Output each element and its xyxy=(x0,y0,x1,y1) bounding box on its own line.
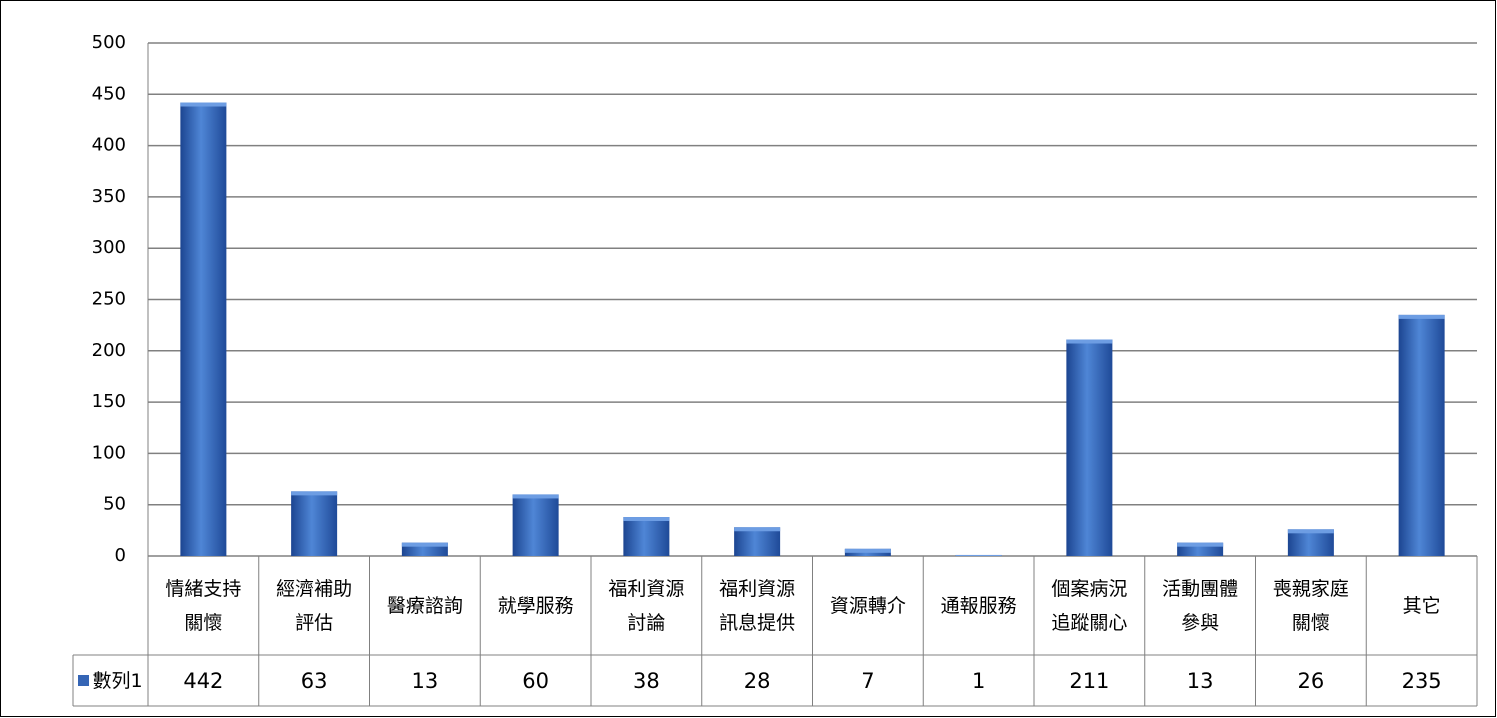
bar xyxy=(1287,529,1334,556)
data-table-value: 38 xyxy=(633,668,660,693)
y-tick-label: 450 xyxy=(92,83,126,104)
bar-cap xyxy=(180,102,227,107)
data-table-value: 28 xyxy=(743,668,771,693)
bar-cap xyxy=(734,527,781,532)
bar-cap xyxy=(401,542,448,547)
x-tick-label: 醫療諮詢 xyxy=(386,594,463,617)
x-tick-label: 福利資源 訊息提供 xyxy=(719,577,796,634)
legend-entry: 數列1 xyxy=(73,655,148,706)
bar xyxy=(734,527,781,556)
legend-marker xyxy=(78,675,90,686)
y-tick-label: 100 xyxy=(92,442,126,463)
bar-cap xyxy=(1177,542,1224,547)
x-tick-label: 通報服務 xyxy=(940,594,1017,617)
y-tick-label: 50 xyxy=(103,494,126,515)
bar-cap xyxy=(1287,529,1334,534)
data-table-value: 13 xyxy=(1186,668,1214,693)
data-table-value: 235 xyxy=(1401,668,1442,693)
bar xyxy=(623,517,670,556)
data-table-value: 7 xyxy=(861,668,875,693)
y-tick-label: 0 xyxy=(115,545,126,566)
data-table-value: 63 xyxy=(300,668,328,693)
bar xyxy=(1398,314,1445,556)
bar xyxy=(180,102,227,557)
data-table-value: 26 xyxy=(1297,668,1325,693)
data-table-value: 211 xyxy=(1069,668,1110,693)
x-tick-label: 情緒支持 關懷 xyxy=(165,577,242,634)
bar-cap xyxy=(1066,339,1113,344)
y-tick-label: 300 xyxy=(92,237,126,258)
data-table-value: 442 xyxy=(183,668,224,693)
bar-cap xyxy=(955,554,1002,556)
y-tick-label: 400 xyxy=(92,135,126,156)
bar xyxy=(512,494,559,556)
x-tick-label: 就學服務 xyxy=(497,594,574,617)
y-tick-label: 500 xyxy=(92,32,126,53)
bar-cap xyxy=(291,491,338,496)
y-tick-label: 150 xyxy=(92,391,126,412)
legend-label: 數列1 xyxy=(92,669,143,692)
data-table-value: 1 xyxy=(971,668,986,693)
data-table-value: 13 xyxy=(411,668,439,693)
x-tick-label: 活動團體 參與 xyxy=(1162,577,1239,634)
bar xyxy=(1066,339,1113,556)
data-table-value: 60 xyxy=(522,668,549,693)
x-tick-label: 資源轉介 xyxy=(829,594,906,617)
x-tick-label: 喪親家庭 關懷 xyxy=(1272,577,1349,634)
y-tick-label: 250 xyxy=(92,289,126,310)
x-tick-label: 福利資源 討論 xyxy=(608,577,685,634)
bar-cap xyxy=(623,517,670,522)
x-tick-label: 個案病況 追蹤關心 xyxy=(1051,577,1128,634)
bar-cap xyxy=(512,494,559,499)
bar-cap xyxy=(844,548,891,553)
x-tick-label: 其它 xyxy=(1402,594,1441,617)
x-tick-label: 經濟補助 評估 xyxy=(276,577,353,634)
bar xyxy=(291,491,338,556)
bar-cap xyxy=(1398,314,1445,319)
y-tick-label: 350 xyxy=(92,186,126,207)
y-tick-label: 200 xyxy=(92,340,126,361)
